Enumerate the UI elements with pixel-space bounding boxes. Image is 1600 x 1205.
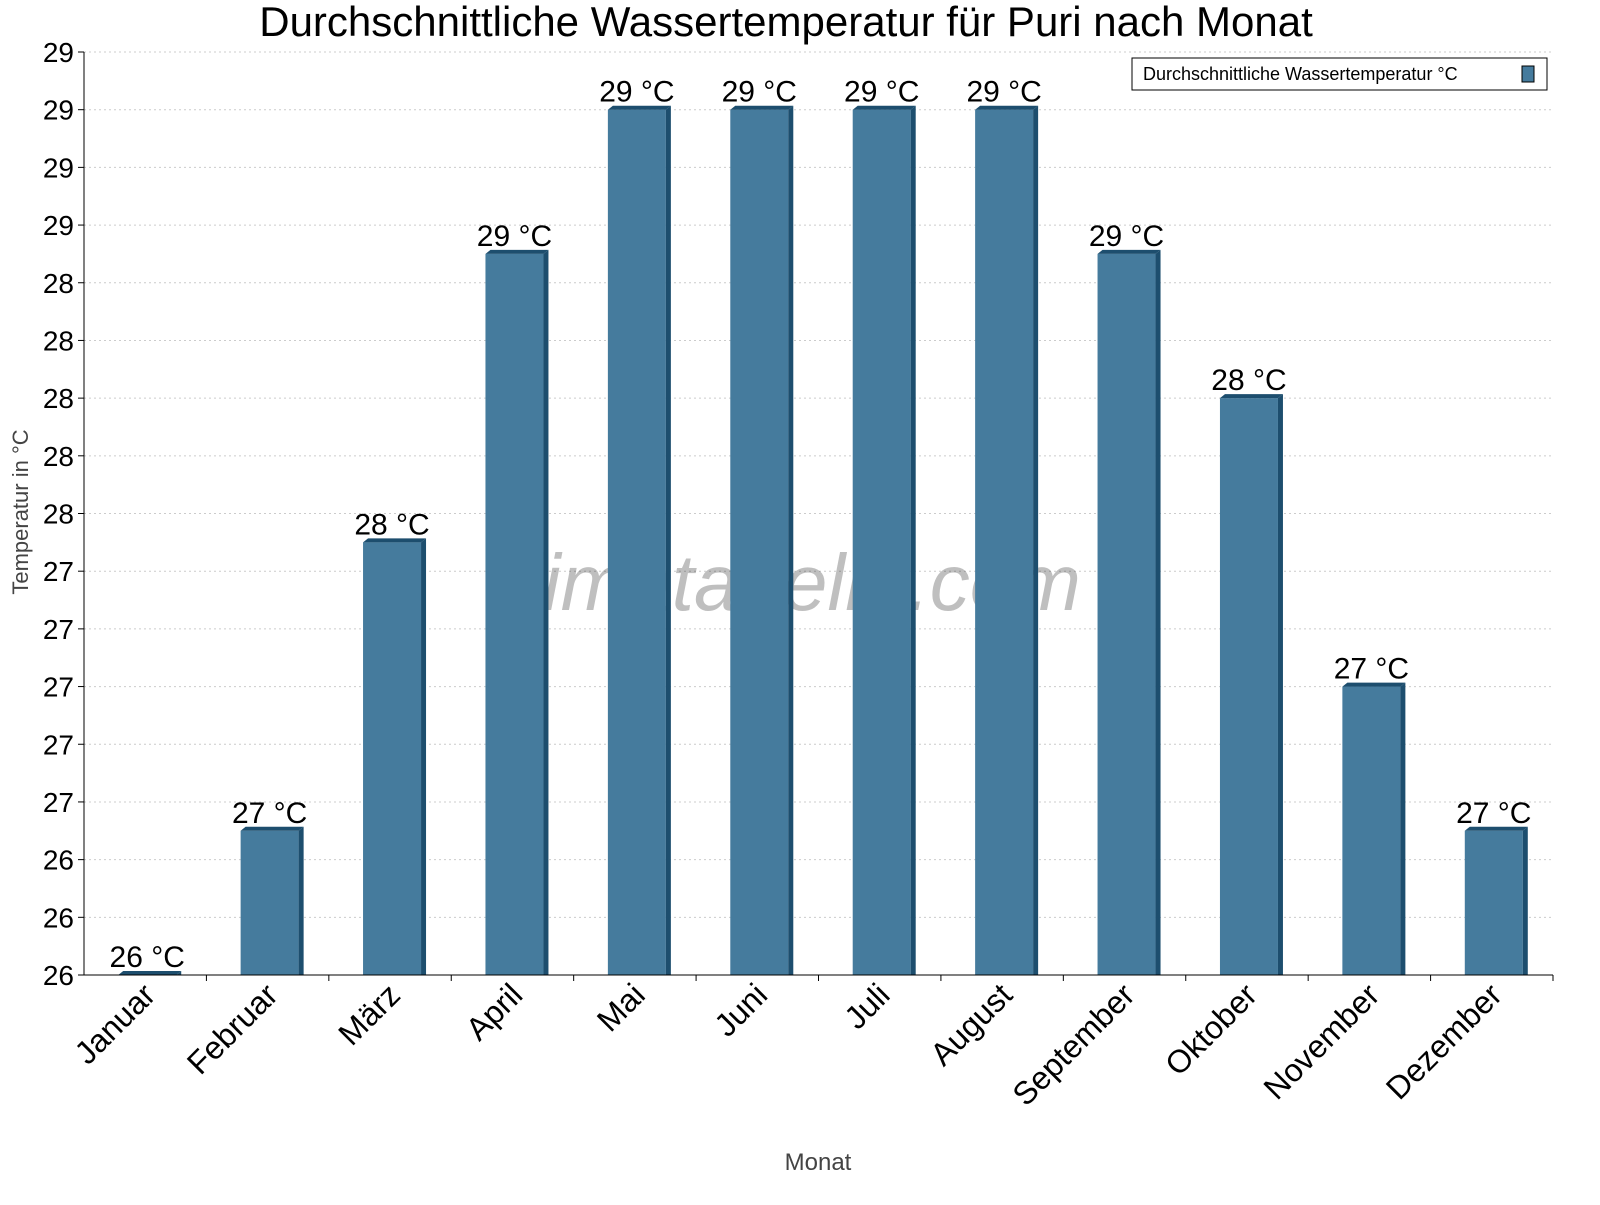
x-tick-label: Juli: [837, 976, 896, 1035]
bar-top: [1097, 249, 1161, 254]
x-tick-label: Juni: [707, 976, 774, 1043]
bars: 26 °C 27 °C 28 °C 29 °C 29 °C 29 °C 29 °C 29 °C…: [110, 76, 1531, 975]
bar-top: [118, 971, 182, 975]
y-tick-label: 29: [43, 210, 74, 241]
x-tick-label: Mai: [590, 976, 652, 1038]
y-tick-label: 29: [43, 152, 74, 183]
data-label: 29 °C: [966, 76, 1041, 109]
bar-side: [1277, 394, 1283, 975]
data-label: 27 °C: [1334, 653, 1409, 686]
bar-top: [1342, 682, 1406, 687]
y-tick-label: 26: [43, 902, 74, 933]
bar-side: [421, 538, 427, 975]
y-tick-label: 26: [43, 845, 74, 876]
y-tick-label: 27: [43, 787, 74, 818]
bar-top: [363, 538, 427, 543]
bar-side: [1155, 249, 1161, 975]
y-tick-label: 27: [43, 614, 74, 645]
data-label: 29 °C: [844, 76, 919, 109]
y-tick-label: 27: [43, 729, 74, 760]
x-tick-label: September: [1005, 976, 1141, 1112]
bar-side: [1522, 826, 1528, 975]
bar: [852, 109, 911, 975]
legend: Durchschnittliche Wassertemperatur °C: [1131, 57, 1548, 91]
bar: [363, 542, 422, 975]
y-tick-label: 29: [43, 95, 74, 126]
data-label: 27 °C: [232, 797, 307, 830]
bar-top: [485, 249, 549, 254]
bar: [1097, 253, 1156, 975]
x-tick-label: März: [331, 976, 407, 1052]
bar-side: [543, 249, 549, 975]
y-tick-label: 28: [43, 441, 74, 472]
bar: [1219, 398, 1278, 975]
y-tick-label: 28: [43, 383, 74, 414]
bar-top: [240, 826, 304, 831]
bar: [1342, 686, 1401, 975]
bar: [485, 253, 544, 975]
y-tick-label: 28: [43, 325, 74, 356]
data-label: 29 °C: [722, 76, 797, 109]
x-tick-label: August: [923, 976, 1019, 1072]
data-label: 28 °C: [1211, 364, 1286, 397]
data-label: 29 °C: [477, 220, 552, 253]
bar: [730, 109, 789, 975]
x-tick-label: Oktober: [1158, 976, 1264, 1082]
bar-side: [1400, 682, 1406, 975]
bar-top: [1464, 826, 1528, 831]
bar-top: [975, 105, 1039, 110]
x-tick-label: Februar: [180, 976, 285, 1081]
bar-side: [788, 105, 794, 975]
bar: [975, 109, 1034, 975]
x-axis-label: Monat: [785, 1149, 852, 1176]
bar-side: [665, 105, 671, 975]
bar-top: [607, 105, 671, 110]
y-tick-label: 27: [43, 556, 74, 587]
data-label: 29 °C: [1089, 220, 1164, 253]
bar-top: [1219, 394, 1283, 399]
y-tick-label: 28: [43, 499, 74, 530]
legend-label: Durchschnittliche Wassertemperatur °C: [1143, 64, 1458, 84]
grid-lines: [84, 51, 1553, 918]
data-label: 29 °C: [599, 76, 674, 109]
bar-side: [910, 105, 916, 975]
y-tick-label: 29: [43, 37, 74, 68]
bar: [607, 109, 666, 975]
data-label: 28 °C: [354, 508, 429, 541]
x-tick-label: April: [459, 976, 530, 1047]
y-tick-label: 27: [43, 672, 74, 703]
bar-top: [730, 105, 794, 110]
bar-side: [298, 826, 304, 975]
bar: [1464, 830, 1523, 975]
y-axis-label: Temperatur in °C: [8, 429, 33, 594]
data-label: 26 °C: [110, 941, 185, 974]
x-tick-label: Januar: [68, 976, 163, 1071]
y-tick-label: 28: [43, 268, 74, 299]
x-tick-label: Dezember: [1379, 976, 1509, 1106]
data-label: 27 °C: [1456, 797, 1531, 830]
chart-title: Durchschnittliche Wassertemperatur für P…: [259, 0, 1313, 45]
bar-top: [852, 105, 916, 110]
legend-swatch: [1521, 65, 1535, 83]
bar: [240, 830, 299, 975]
x-tick-label: November: [1256, 976, 1386, 1106]
y-tick-label: 26: [43, 960, 74, 991]
bar-side: [1033, 105, 1039, 975]
